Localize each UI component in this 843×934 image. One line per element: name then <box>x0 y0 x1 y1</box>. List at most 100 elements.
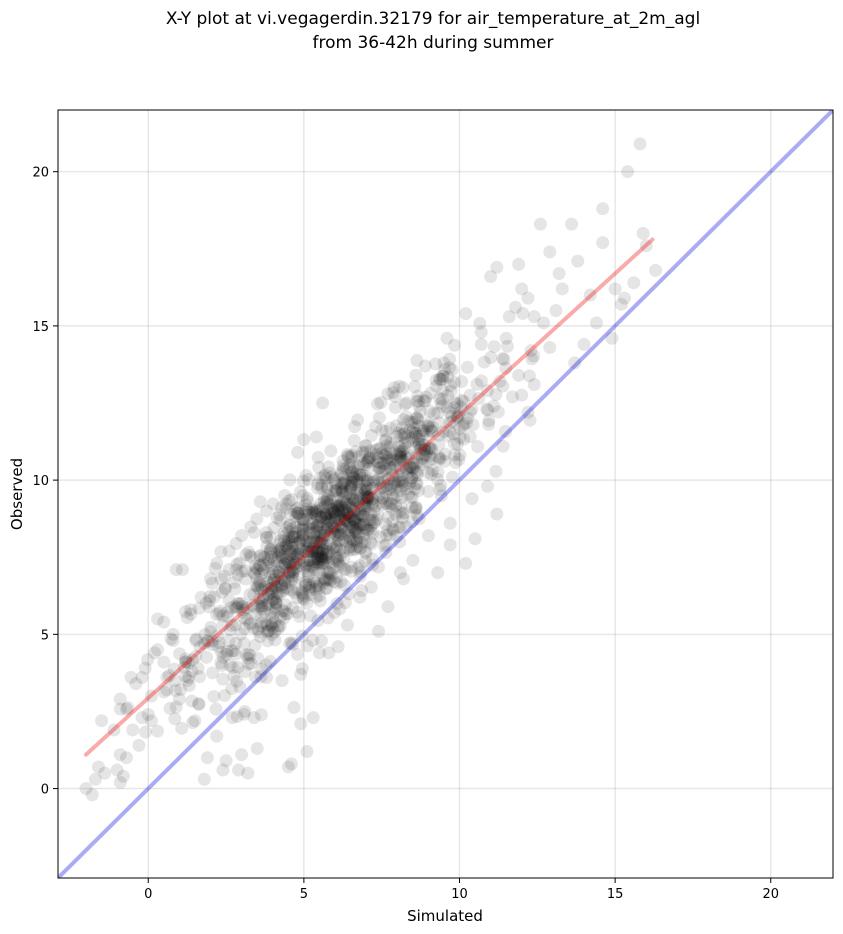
data-point <box>437 356 451 370</box>
data-point <box>339 534 353 548</box>
data-point <box>353 468 367 482</box>
data-point <box>451 437 465 451</box>
data-point <box>351 459 365 473</box>
data-point <box>365 537 379 551</box>
data-point <box>351 495 365 509</box>
data-point <box>270 554 284 568</box>
data-point <box>390 480 404 494</box>
data-point <box>349 494 363 508</box>
data-point <box>421 484 435 498</box>
data-point <box>327 505 341 519</box>
data-point <box>275 549 289 563</box>
data-point <box>359 520 373 534</box>
data-point <box>463 430 477 444</box>
data-point <box>337 511 351 525</box>
data-point <box>296 489 310 503</box>
data-point <box>434 478 448 492</box>
data-point <box>330 483 344 497</box>
data-point <box>381 387 395 401</box>
data-point <box>496 439 510 453</box>
data-point <box>243 549 257 563</box>
data-point <box>443 406 457 420</box>
data-point <box>242 657 256 671</box>
data-point <box>296 527 310 541</box>
data-point <box>297 558 311 572</box>
data-point <box>244 550 258 564</box>
data-point <box>350 526 364 540</box>
data-point <box>361 523 375 537</box>
data-point <box>247 566 261 580</box>
data-point <box>151 643 165 657</box>
data-point <box>238 665 252 679</box>
data-point <box>265 542 279 556</box>
data-point <box>365 513 379 527</box>
data-point <box>242 545 256 559</box>
data-point <box>338 489 352 503</box>
data-point <box>186 716 200 730</box>
data-point <box>505 390 519 404</box>
data-point <box>333 528 347 542</box>
data-point <box>256 593 270 607</box>
data-point <box>331 525 345 539</box>
data-point <box>292 541 306 555</box>
data-point <box>272 550 286 564</box>
data-point <box>344 450 358 464</box>
data-point <box>312 460 326 474</box>
data-point <box>225 618 239 632</box>
data-point <box>259 658 273 672</box>
data-point <box>254 610 268 624</box>
data-point <box>327 484 341 498</box>
data-point <box>124 670 138 684</box>
data-point <box>251 579 265 593</box>
data-point <box>370 455 384 469</box>
data-point <box>375 490 389 504</box>
data-point <box>392 445 406 459</box>
x-tick-label: 0 <box>144 887 152 902</box>
data-point <box>241 647 255 661</box>
data-point <box>314 526 328 540</box>
data-point <box>338 513 352 527</box>
data-point <box>315 478 329 492</box>
data-point <box>235 529 249 543</box>
data-point <box>332 499 346 513</box>
data-point <box>343 458 357 472</box>
data-point <box>309 529 323 543</box>
data-point <box>278 576 292 590</box>
data-point <box>313 566 327 580</box>
data-point <box>416 427 430 441</box>
data-point <box>296 513 310 527</box>
data-point <box>320 480 334 494</box>
data-point <box>441 370 455 384</box>
data-point <box>318 468 332 482</box>
data-point <box>358 469 372 483</box>
data-point <box>297 554 311 568</box>
data-point <box>448 338 462 352</box>
data-point <box>313 497 327 511</box>
data-point <box>432 428 446 442</box>
data-point <box>302 521 316 535</box>
data-point <box>260 671 274 685</box>
data-point <box>421 529 435 543</box>
data-point <box>326 541 340 555</box>
data-point <box>338 477 352 491</box>
data-point <box>387 523 401 537</box>
data-point <box>289 526 303 540</box>
data-point <box>320 539 334 553</box>
data-point <box>340 514 354 528</box>
data-point <box>305 545 319 559</box>
data-point <box>319 573 333 587</box>
data-point <box>336 454 350 468</box>
data-point <box>421 429 435 443</box>
data-point <box>307 505 321 519</box>
data-point <box>334 465 348 479</box>
data-point <box>461 411 475 425</box>
data-point <box>85 788 99 802</box>
data-point <box>360 490 374 504</box>
data-point <box>364 519 378 533</box>
data-point <box>543 245 557 259</box>
data-point <box>361 454 375 468</box>
data-point <box>255 600 269 614</box>
data-point <box>310 519 324 533</box>
data-point <box>200 634 214 648</box>
data-point <box>418 443 432 457</box>
